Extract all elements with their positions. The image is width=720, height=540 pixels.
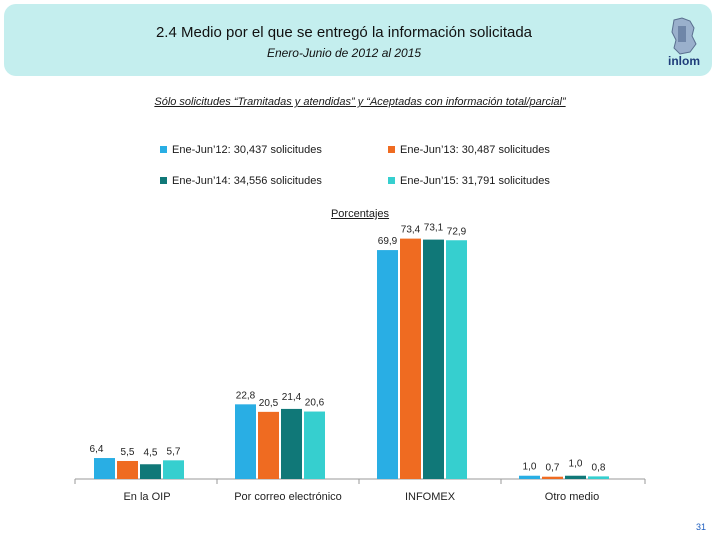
- legend-item: Ene-Jun’12: 30,437 solicitudes: [160, 142, 322, 158]
- page-number: 31: [695, 522, 706, 532]
- legend-swatch: [160, 145, 167, 153]
- data-label: 0,8: [592, 462, 606, 473]
- data-label: 20,6: [305, 398, 325, 409]
- logo-text: inlom: [668, 54, 700, 68]
- data-label: 22,8: [236, 390, 256, 401]
- data-label: 5,7: [167, 446, 181, 457]
- data-label: 0,7: [546, 463, 560, 474]
- bar: [588, 476, 609, 479]
- bar: [565, 475, 586, 479]
- x-tick-label: Por correo electrónico: [234, 491, 342, 503]
- page-title: 2.4 Medio por el que se entregó la infor…: [155, 24, 533, 41]
- bar: [94, 458, 115, 479]
- x-tick-label: INFOMEX: [405, 491, 456, 503]
- bar: [542, 476, 563, 479]
- x-tick-label: Otro medio: [545, 491, 599, 503]
- bar: [446, 240, 467, 479]
- chart-legend: Ene-Jun’12: 30,437 solicitudes Ene-Jun’1…: [160, 142, 640, 192]
- data-label: 1,0: [523, 462, 537, 473]
- legend-item: Ene-Jun’13: 30,487 solicitudes: [388, 142, 550, 158]
- bar: [117, 460, 138, 479]
- legend-label: Ene-Jun’12: 30,437 solicitudes: [172, 144, 322, 156]
- legend-label: Ene-Jun’14: 34,556 solicitudes: [172, 175, 322, 187]
- city-map-icon: [671, 17, 697, 55]
- page-subtitle: Enero-Junio de 2012 al 2015: [266, 46, 422, 60]
- chart-title: Porcentajes: [330, 208, 390, 220]
- legend-swatch: [160, 176, 167, 184]
- data-label: 73,4: [401, 225, 421, 236]
- data-label: 1,0: [569, 459, 583, 470]
- data-label: 69,9: [378, 236, 398, 247]
- bar: [400, 238, 421, 479]
- legend-swatch: [388, 176, 395, 184]
- legend-item: Ene-Jun’15: 31,791 solicitudes: [388, 173, 550, 189]
- legend-item: Ene-Jun’14: 34,556 solicitudes: [160, 173, 322, 189]
- data-label: 20,5: [259, 398, 279, 409]
- data-label: 21,4: [282, 392, 302, 403]
- bar: [423, 239, 444, 479]
- bar: [519, 475, 540, 479]
- logo: inlom: [660, 16, 708, 74]
- bar: [163, 460, 184, 479]
- bar: [235, 404, 256, 479]
- legend-swatch: [388, 145, 395, 153]
- bar: [304, 411, 325, 479]
- data-label: 6,4: [90, 444, 104, 455]
- bar: [281, 408, 302, 479]
- x-tick-label: En la OIP: [123, 491, 170, 503]
- data-label: 73,1: [424, 223, 444, 234]
- data-label: 5,5: [121, 447, 135, 458]
- legend-label: Ene-Jun’13: 30,487 solicitudes: [400, 144, 550, 156]
- filter-note: Sólo solicitudes “Tramitadas y atendidas…: [154, 96, 566, 108]
- data-label: 4,5: [144, 447, 158, 458]
- bar: [258, 411, 279, 479]
- header-banner: 2.4 Medio por el que se entregó la infor…: [4, 4, 712, 76]
- legend-label: Ene-Jun’15: 31,791 solicitudes: [400, 175, 550, 187]
- bar: [140, 464, 161, 479]
- bar: [377, 250, 398, 479]
- data-label: 72,9: [447, 226, 467, 237]
